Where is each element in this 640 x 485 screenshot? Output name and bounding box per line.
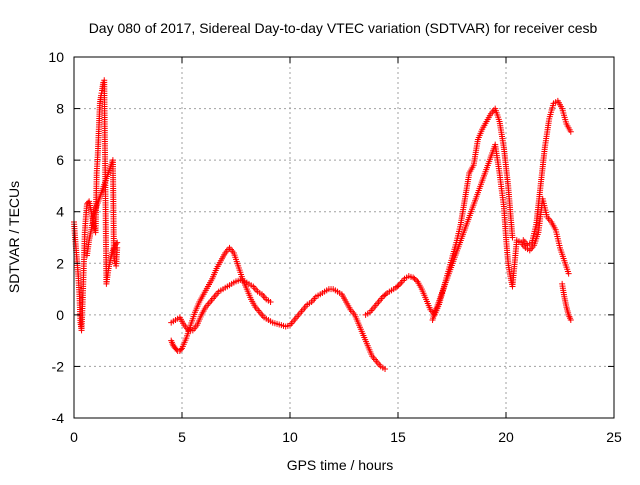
data-point bbox=[110, 255, 117, 262]
x-tick-label: 15 bbox=[390, 429, 406, 445]
grid-layer bbox=[74, 57, 614, 418]
series-early-secondary bbox=[83, 157, 121, 269]
data-point bbox=[394, 283, 401, 290]
plot-frame bbox=[73, 56, 615, 419]
x-axis-label: GPS time / hours bbox=[287, 457, 394, 473]
y-axis-label: SDTVAR / TECUs bbox=[6, 181, 22, 293]
x-tick-label: 20 bbox=[498, 429, 514, 445]
data-point bbox=[565, 270, 572, 277]
data-point bbox=[114, 244, 121, 251]
series-early-scatter bbox=[71, 77, 121, 334]
data-point bbox=[392, 284, 399, 291]
label-layer: Day 080 of 2017, Sidereal Day-to-day VTE… bbox=[6, 20, 598, 473]
x-tick-label: 0 bbox=[70, 429, 78, 445]
data-point bbox=[567, 317, 574, 324]
y-tick-label: 2 bbox=[56, 255, 64, 271]
data-point bbox=[381, 292, 388, 299]
series-late-secondary bbox=[429, 141, 572, 324]
data-point bbox=[177, 346, 184, 353]
y-tick-label: -2 bbox=[52, 358, 65, 374]
data-layer bbox=[71, 77, 574, 373]
y-tick-label: 0 bbox=[56, 307, 64, 323]
series-tail-drop bbox=[559, 280, 574, 324]
y-tick-label: 4 bbox=[56, 204, 64, 220]
data-point bbox=[382, 366, 389, 373]
data-point bbox=[267, 298, 274, 305]
data-point bbox=[411, 275, 418, 282]
x-tick-label: 10 bbox=[282, 429, 298, 445]
y-tick-label: 8 bbox=[56, 101, 64, 117]
y-tick-label: 6 bbox=[56, 152, 64, 168]
series-main-track bbox=[168, 244, 389, 373]
data-point bbox=[379, 293, 386, 300]
series-main-secondary bbox=[168, 277, 274, 334]
data-point bbox=[395, 282, 402, 289]
series-peak-track bbox=[520, 97, 574, 249]
y-tick-label: -4 bbox=[52, 410, 65, 426]
chart-title: Day 080 of 2017, Sidereal Day-to-day VTE… bbox=[89, 20, 598, 36]
y-tick-label: 10 bbox=[48, 49, 64, 65]
data-point bbox=[382, 291, 389, 298]
data-point bbox=[413, 277, 419, 284]
x-tick-label: 5 bbox=[178, 429, 186, 445]
data-point bbox=[410, 274, 417, 281]
tick-layer: 0 5 10 15 20 25 -4 -2 0 2 4 6 8 10 bbox=[48, 49, 622, 445]
data-point bbox=[509, 234, 516, 241]
x-tick-label: 25 bbox=[606, 429, 622, 445]
data-point bbox=[567, 128, 574, 135]
